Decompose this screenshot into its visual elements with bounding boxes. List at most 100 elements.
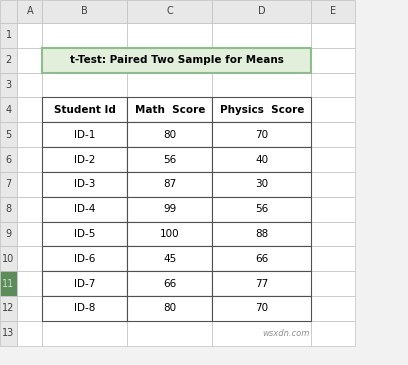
Text: wsxdn.com: wsxdn.com [262,329,309,338]
Text: 66: 66 [255,254,268,264]
Bar [42,246,127,271]
Text: 30: 30 [255,179,268,189]
Bar [42,172,127,197]
Bar [212,197,311,222]
Text: 80: 80 [163,130,176,140]
Bar [212,197,311,222]
Bar [0,0,17,23]
Text: ID-7: ID-7 [74,278,95,289]
Text: 40: 40 [255,154,268,165]
Text: Math  Score: Math Score [135,105,205,115]
Bar [212,73,311,97]
Bar [127,271,212,296]
Bar [212,296,311,321]
Text: ID-3: ID-3 [74,179,95,189]
Text: 100: 100 [160,229,180,239]
Bar [127,23,212,48]
Text: B: B [82,7,88,16]
Bar [311,23,355,48]
Bar [17,122,42,147]
Bar [127,122,212,147]
Bar [0,296,17,321]
Text: 88: 88 [255,229,268,239]
Text: 12: 12 [2,303,15,314]
Text: E: E [330,7,337,16]
Text: 13: 13 [2,328,15,338]
Bar [127,197,212,222]
Bar [0,147,17,172]
Bar [311,0,355,23]
Bar [311,271,355,296]
Bar [212,97,311,122]
Bar [212,321,311,346]
Bar [42,97,127,122]
Text: D: D [258,7,266,16]
Bar [311,97,355,122]
Text: ID-5: ID-5 [74,229,95,239]
Bar [127,222,212,246]
Text: ID-8: ID-8 [74,303,95,314]
Text: 10: 10 [2,254,15,264]
Bar [127,246,212,271]
Text: ID-6: ID-6 [74,254,95,264]
Bar [42,73,127,97]
Bar [212,222,311,246]
Bar [42,147,127,172]
Bar [311,122,355,147]
Bar [0,271,17,296]
Text: 70: 70 [255,130,268,140]
Text: Student Id: Student Id [54,105,116,115]
Bar [311,73,355,97]
Bar [212,97,311,122]
Text: 2: 2 [5,55,12,65]
Bar [127,97,212,122]
Bar [42,222,127,246]
Bar [17,271,42,296]
Bar [212,246,311,271]
Bar [127,122,212,147]
Bar [0,23,17,48]
Bar [0,246,17,271]
Text: 77: 77 [255,278,268,289]
Bar [127,271,212,296]
Text: 56: 56 [255,204,268,214]
Text: 87: 87 [163,179,176,189]
Text: C: C [166,7,173,16]
Bar [17,222,42,246]
Bar [127,147,212,172]
Bar [17,321,42,346]
Bar [127,172,212,197]
Bar [42,271,127,296]
Bar [42,321,127,346]
Bar [42,48,127,73]
Bar [212,222,311,246]
Text: 4: 4 [5,105,12,115]
Bar [42,246,127,271]
Text: 8: 8 [5,204,12,214]
Text: 66: 66 [163,278,176,289]
Bar [127,73,212,97]
Text: 1: 1 [5,30,12,41]
Bar [0,97,17,122]
Bar [127,147,212,172]
Text: Physics  Score: Physics Score [220,105,304,115]
Bar [42,222,127,246]
Bar [212,0,311,23]
Bar [212,48,311,73]
Text: 3: 3 [5,80,12,90]
Bar [0,222,17,246]
Bar [42,23,127,48]
Bar [212,122,311,147]
Text: ID-2: ID-2 [74,154,95,165]
Bar [42,197,127,222]
Text: 56: 56 [163,154,176,165]
Bar [42,296,127,321]
Bar [42,122,127,147]
Bar [42,296,127,321]
Text: A: A [27,7,33,16]
Bar [42,147,127,172]
Bar [17,172,42,197]
Bar [127,172,212,197]
Bar [212,147,311,172]
Text: 6: 6 [5,154,12,165]
